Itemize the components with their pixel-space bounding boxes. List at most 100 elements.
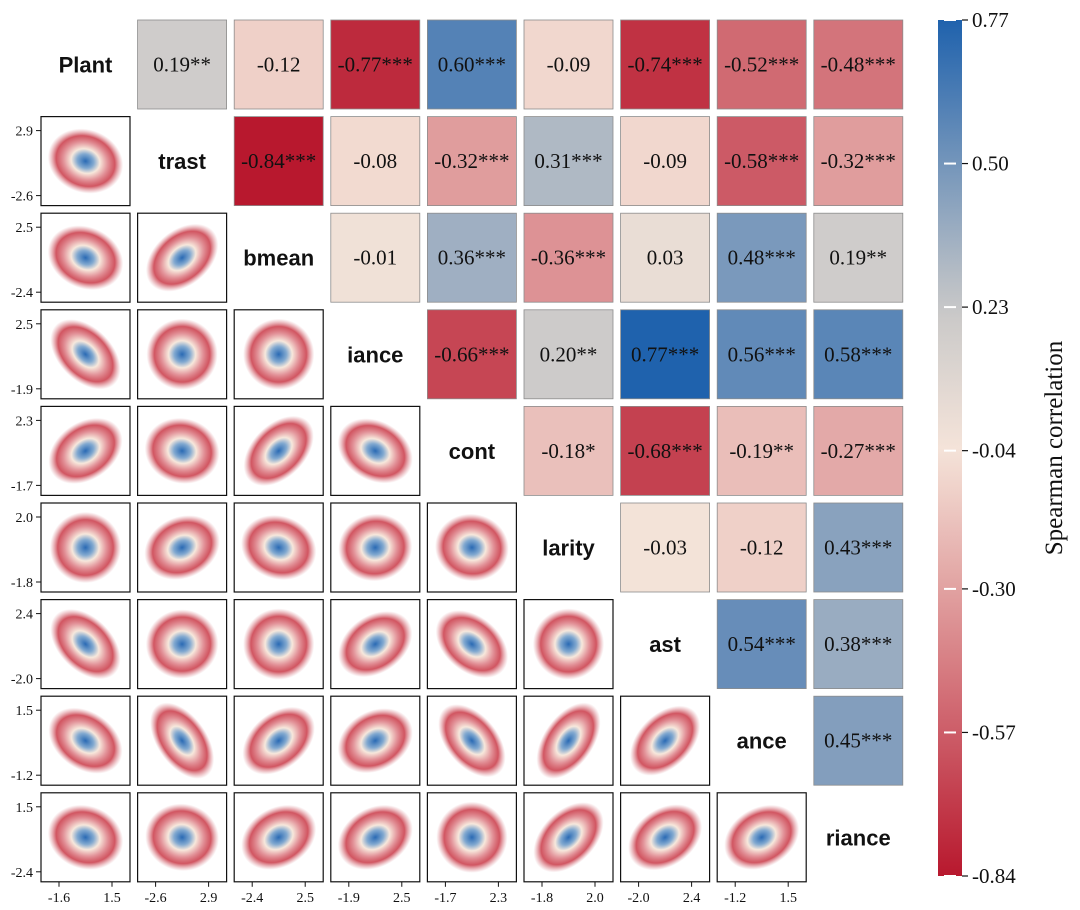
density-blob [630,705,701,776]
density-cell [40,405,131,496]
density-cell [137,792,228,883]
y-tick-label: 1.5 [16,801,34,816]
corr-value-label: 0.45*** [824,729,892,753]
corr-value-label: -0.74*** [627,53,702,77]
x-tick-label: -1.9 [338,891,360,906]
density-cell [40,598,131,690]
corr-cell-fill [813,212,904,303]
density-cell [523,792,614,883]
density-cell [716,792,807,883]
density-blob [724,804,800,870]
density-blob [144,515,220,580]
density-cell [233,598,324,690]
variable-label: ast [649,632,681,657]
x-tick-label: 2.5 [296,891,314,906]
corr-value-label: -0.08 [353,149,397,173]
colorbar-tick-label: 0.50 [972,152,1009,176]
density-cell-frame [233,792,324,883]
corr-value-label: 0.19** [153,53,211,77]
variable-label: Plant [59,53,113,78]
x-tick-label: -2.4 [241,891,263,906]
density-cell-frame [137,792,228,883]
density-cell [40,695,131,786]
density-blob [243,415,314,486]
corr-cell: -0.32*** [426,116,517,206]
y-tick-label: 2.5 [16,318,34,333]
corr-cell: -0.09 [620,116,710,206]
density-cell [330,792,421,883]
x-tick-label: -2.6 [145,891,167,906]
corr-cell: 0.19** [137,19,228,110]
density-cell [137,405,228,496]
density-cell [233,502,324,593]
corr-value-label: -0.68*** [627,439,702,463]
corr-value-label: 0.31*** [534,149,602,173]
density-blob [533,802,604,873]
corr-value-label: -0.12 [740,536,784,560]
corr-value-label: -0.36*** [531,246,606,270]
density-cell [40,115,131,207]
corr-cell: 0.31*** [523,116,614,206]
corr-cell: 0.36*** [426,212,517,303]
corr-cell-fill [330,116,421,206]
corr-value-label: 0.48*** [728,246,796,270]
corr-cell: 0.58*** [813,309,904,400]
density-blob [438,704,506,778]
density-cell [619,792,711,883]
density-cell [137,695,228,786]
colorbar-tick-label: -0.30 [972,577,1016,601]
corr-value-label: -0.12 [257,53,301,77]
density-blob [436,801,508,873]
corr-value-label: 0.77*** [631,342,699,366]
corr-cell-fill [620,309,710,400]
corr-cell-fill [233,116,324,206]
corr-cell: -0.74*** [620,19,710,110]
density-cell-frame [330,502,421,593]
corr-cell-fill [813,19,904,110]
corr-cell: 0.60*** [426,19,517,110]
density-cell [137,598,228,690]
density-cell-frame [137,309,228,400]
corr-cell-fill [813,695,904,786]
x-tick-label: -1.7 [434,891,456,906]
corr-cell: 0.56*** [716,309,807,400]
x-tick-label: -1.8 [531,891,553,906]
density-cell-frame [330,695,421,786]
y-tick-label: -1.9 [11,383,33,398]
density-blob [47,225,124,291]
variable-label: ance [737,729,787,754]
density-blob [435,513,509,582]
density-cell [233,309,324,400]
colorbar: 0.77 0.50 0.23 -0.04 -0.30 -0.57 -0.84 Spearman… [938,8,1068,888]
corr-cell: -0.58*** [716,116,807,206]
y-tick-label: -2.6 [11,190,33,205]
corr-cell-fill [523,19,614,110]
corr-cell-fill [523,309,614,400]
x-tick-label: 1.5 [103,891,121,906]
density-blob [144,417,220,484]
y-tick-label: -1.2 [11,769,33,784]
x-tick-label: 2.3 [490,891,508,906]
x-tick-label: 2.5 [393,891,411,906]
y-tick-label: 2.0 [16,511,34,526]
density-cell-frame [523,695,614,786]
corr-cell: -0.52*** [716,19,807,110]
density-cell-frame [40,792,131,883]
matrix-grid: Plant 0.19** -0.12 -0.77*** 0.60*** -0.09 -0.7… [11,19,904,906]
density-cell-frame [137,212,228,303]
density-cell-frame [523,792,614,883]
density-cell [523,695,614,786]
corr-cell-fill [620,502,710,593]
density-cell-frame [137,598,228,690]
corr-cell-fill [716,19,807,110]
corr-value-label: -0.18* [541,439,595,463]
density-cell-frame [40,695,131,786]
corr-cell-fill [716,212,807,303]
density-cell [137,212,228,303]
x-tick-label: 2.0 [586,891,604,906]
density-cell [330,502,421,593]
corr-value-label: 0.56*** [728,342,796,366]
corr-value-label: 0.36*** [438,246,506,270]
density-cell-frame [137,695,228,786]
density-blob [338,513,413,582]
